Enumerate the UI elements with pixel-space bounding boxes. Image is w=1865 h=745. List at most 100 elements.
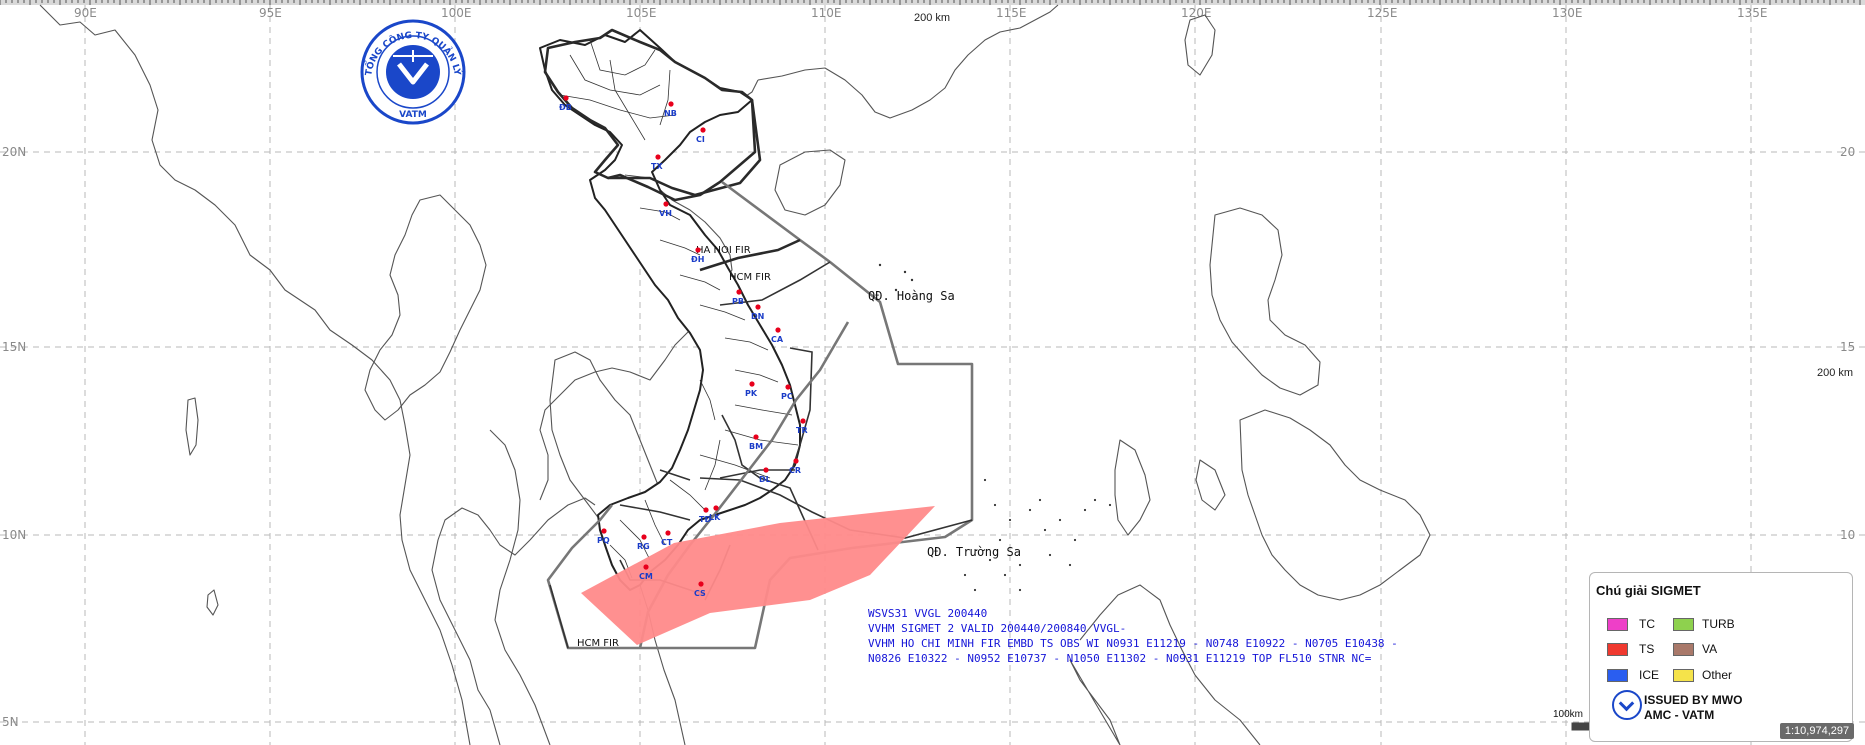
station-marker-icon[interactable] [643,564,649,570]
lat-label-right-10: 10 [1840,528,1855,542]
legend-title: Chú giải SIGMET [1596,583,1701,598]
legend-swatch-ts [1607,643,1628,656]
paracel-islands [878,263,914,292]
station-marker-icon[interactable] [736,289,742,295]
hcm-fir-south-label: HCM FIR [577,638,619,649]
legend-label-other: Other [1702,668,1733,682]
scale-top-label: 200 km [914,12,950,24]
station-label: DL [759,475,771,484]
station-marker-icon[interactable] [641,534,647,540]
station-marker-icon[interactable] [695,247,701,253]
legend-swatch-va [1673,643,1694,656]
sigmet-line-2: VVHM SIGMET 2 VALID 200440/200840 VVGL- [868,622,1126,635]
lat-label-15n: 15N [2,340,26,354]
issued-line-2: AMC - VATM [1644,708,1715,722]
station-marker-icon[interactable] [753,434,759,440]
scale-ratio-badge: 1:10,974,297 [1780,723,1854,739]
lat-label-10n: 10N [2,528,26,542]
station-marker-icon[interactable] [755,304,761,310]
sigmet-line-1: WSVS31 VVGL 200440 [868,607,987,620]
station-label: CA [771,335,784,344]
scale-label-100km-left: 100km [1553,709,1583,720]
lon-label-130e: 130E [1552,6,1583,20]
station-marker-icon[interactable] [800,418,806,424]
station-marker-icon[interactable] [698,581,704,587]
top-ruler-ticks [0,0,1861,5]
lat-label-20n: 20N [2,145,26,159]
station-marker-icon[interactable] [663,201,669,207]
legend-label-tc: TC [1639,617,1655,631]
legend-label-va: VA [1702,642,1718,656]
sigmet-legend: Chú giải SIGMET TC TURB TS VA ICE Other … [1589,572,1853,742]
station-label: PQ [597,536,610,545]
station-label: PC [781,392,793,401]
station-label: PK [745,389,758,398]
lon-label-135e: 135E [1737,6,1768,20]
vatm-small-logo-icon [1612,690,1642,720]
station-marker-icon[interactable] [668,101,674,107]
legend-swatch-other [1673,669,1694,682]
station-label: ĐH [691,255,704,264]
latitude-labels: 20N 15N 10N 5N 20 15 10 [2,145,1855,729]
station-marker-icon[interactable] [775,327,781,333]
station-marker-icon[interactable] [785,384,791,390]
station-label: PB [732,297,744,306]
lon-label-105e: 105E [626,6,657,20]
lon-label-100e: 100E [441,6,472,20]
sigmet-line-3: VVHM HO CHI MINH FIR EMBD TS OBS WI N093… [868,637,1398,650]
spratly-islands [963,478,1112,592]
sigmet-line-4: N0826 E10322 - N0952 E10737 - N1050 E113… [868,652,1372,665]
longitude-labels: 90E 95E 100E 105E 110E 115E 120E 125E 13… [74,6,1768,20]
lon-label-125e: 125E [1367,6,1398,20]
logo-plane-icon [393,50,433,62]
station-label: DN [751,312,764,321]
lon-label-90e: 90E [74,6,97,20]
logo-abbr: VATM [399,110,427,120]
lon-label-120e: 120E [1181,6,1212,20]
station-label: LK [709,513,721,522]
station-marker-icon[interactable] [793,458,799,464]
legend-label-turb: TURB [1702,617,1735,631]
lon-label-95e: 95E [259,6,282,20]
station-label: TX [651,162,663,171]
hoang-sa-label: QĐ. Hoàng Sa [868,289,955,303]
logo-v-icon [397,62,429,85]
legend-swatch-turb [1673,618,1694,631]
station-label: TĐ [699,515,711,524]
station-marker-icon[interactable] [749,381,755,387]
station-label: CT [661,538,673,547]
legend-label-ts: TS [1639,642,1655,656]
sigmet-message: WSVS31 VVGL 200440 VVHM SIGMET 2 VALID 2… [868,607,1398,665]
lat-label-right-15: 15 [1840,340,1855,354]
station-marker-icon[interactable] [601,528,607,534]
vatm-logo: TỔNG CÔNG TY QUẢN LÝ BAY VIỆT NAM VATM [360,19,466,125]
station-label: VH [659,209,672,218]
station-label: CR [789,466,801,475]
station-label: TR [796,426,808,435]
station-marker-icon[interactable] [655,154,661,160]
station-marker-icon[interactable] [713,505,719,511]
top-ruler [0,0,1865,5]
issued-line-1: ISSUED BY MWO [1644,693,1743,707]
station-label: CM [639,572,653,581]
station-marker-icon[interactable] [563,95,569,101]
legend-swatch-ice [1607,669,1628,682]
lat-label-5n: 5N [2,715,19,729]
sigmet-ts-area[interactable] [581,506,935,645]
vietnam-territory [539,29,801,591]
legend-swatch-tc [1607,618,1628,631]
scale-right-label: 200 km [1817,367,1853,379]
station-label: CS [694,589,706,598]
truong-sa-label: QĐ. Trường Sa [927,545,1021,559]
station-marker-icon[interactable] [763,467,769,473]
lon-label-115e: 115E [996,6,1027,20]
station-marker-icon[interactable] [700,127,706,133]
station-marker-icon[interactable] [665,530,671,536]
station-label: CI [696,135,705,144]
hcm-fir-north-label: HCM FIR [729,272,771,283]
lat-label-right-20: 20 [1840,145,1855,159]
station-marker-icon[interactable] [703,507,709,513]
lon-label-110e: 110E [811,6,842,20]
